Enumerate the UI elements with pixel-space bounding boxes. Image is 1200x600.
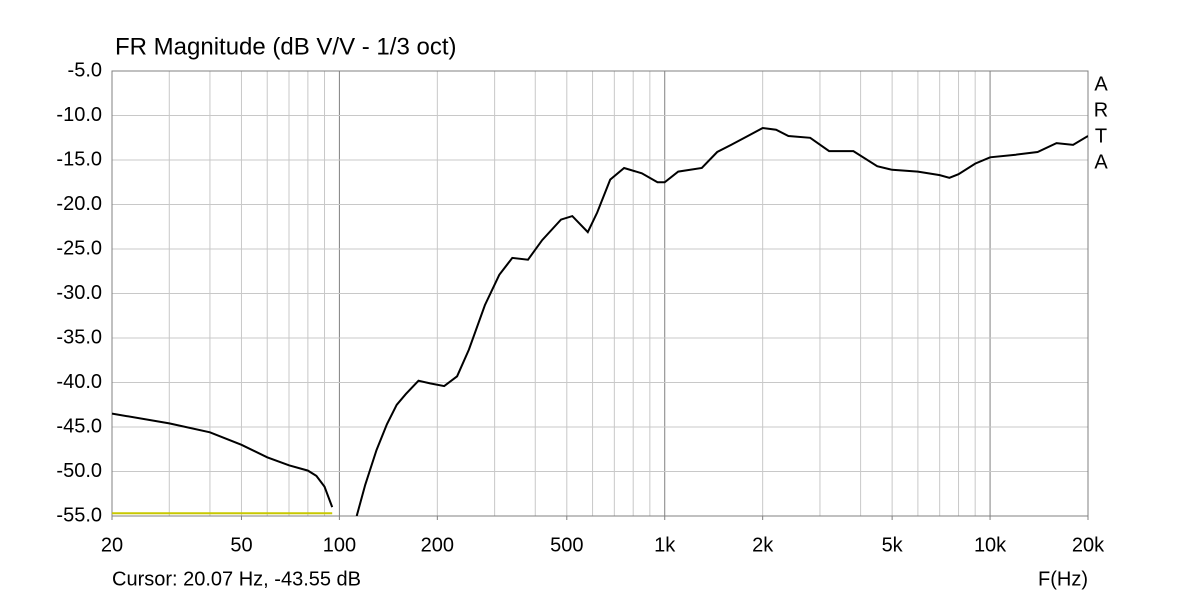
x-tick-label: 50 bbox=[230, 534, 252, 556]
plot-area bbox=[112, 126, 1088, 516]
x-tick-label: 2k bbox=[752, 534, 774, 556]
series-line bbox=[112, 126, 1088, 516]
y-tick-label: -15.0 bbox=[56, 148, 102, 170]
side-label-letter: A bbox=[1094, 151, 1108, 173]
x-tick-label: 20 bbox=[101, 534, 123, 556]
x-axis-label: F(Hz) bbox=[1038, 568, 1088, 590]
y-tick-label: -45.0 bbox=[56, 415, 102, 437]
x-tick-label: 100 bbox=[323, 534, 356, 556]
y-tick-label: -40.0 bbox=[56, 371, 102, 393]
x-tick-label: 1k bbox=[654, 534, 676, 556]
y-tick-label: -10.0 bbox=[56, 104, 102, 126]
side-label-letter: R bbox=[1094, 99, 1108, 121]
side-label-letter: T bbox=[1095, 125, 1107, 147]
x-tick-label: 20k bbox=[1072, 534, 1105, 556]
cursor-readout: Cursor: 20.07 Hz, -43.55 dB bbox=[112, 568, 361, 590]
plot-frame bbox=[111, 70, 1089, 517]
x-tick-label: 500 bbox=[550, 534, 583, 556]
x-tick-label: 200 bbox=[421, 534, 454, 556]
chart-title: FR Magnitude (dB V/V - 1/3 oct) bbox=[115, 33, 456, 60]
y-tick-label: -35.0 bbox=[56, 326, 102, 348]
x-tick-label: 5k bbox=[882, 534, 904, 556]
side-label-letter: A bbox=[1094, 73, 1108, 95]
y-tick-label: -50.0 bbox=[56, 460, 102, 482]
y-tick-label: -25.0 bbox=[56, 237, 102, 259]
y-tick-label: -20.0 bbox=[56, 193, 102, 215]
y-tick-label: -5.0 bbox=[68, 59, 102, 81]
y-tick-label: -55.0 bbox=[56, 504, 102, 526]
y-tick-label: -30.0 bbox=[56, 282, 102, 304]
x-tick-label: 10k bbox=[974, 534, 1007, 556]
